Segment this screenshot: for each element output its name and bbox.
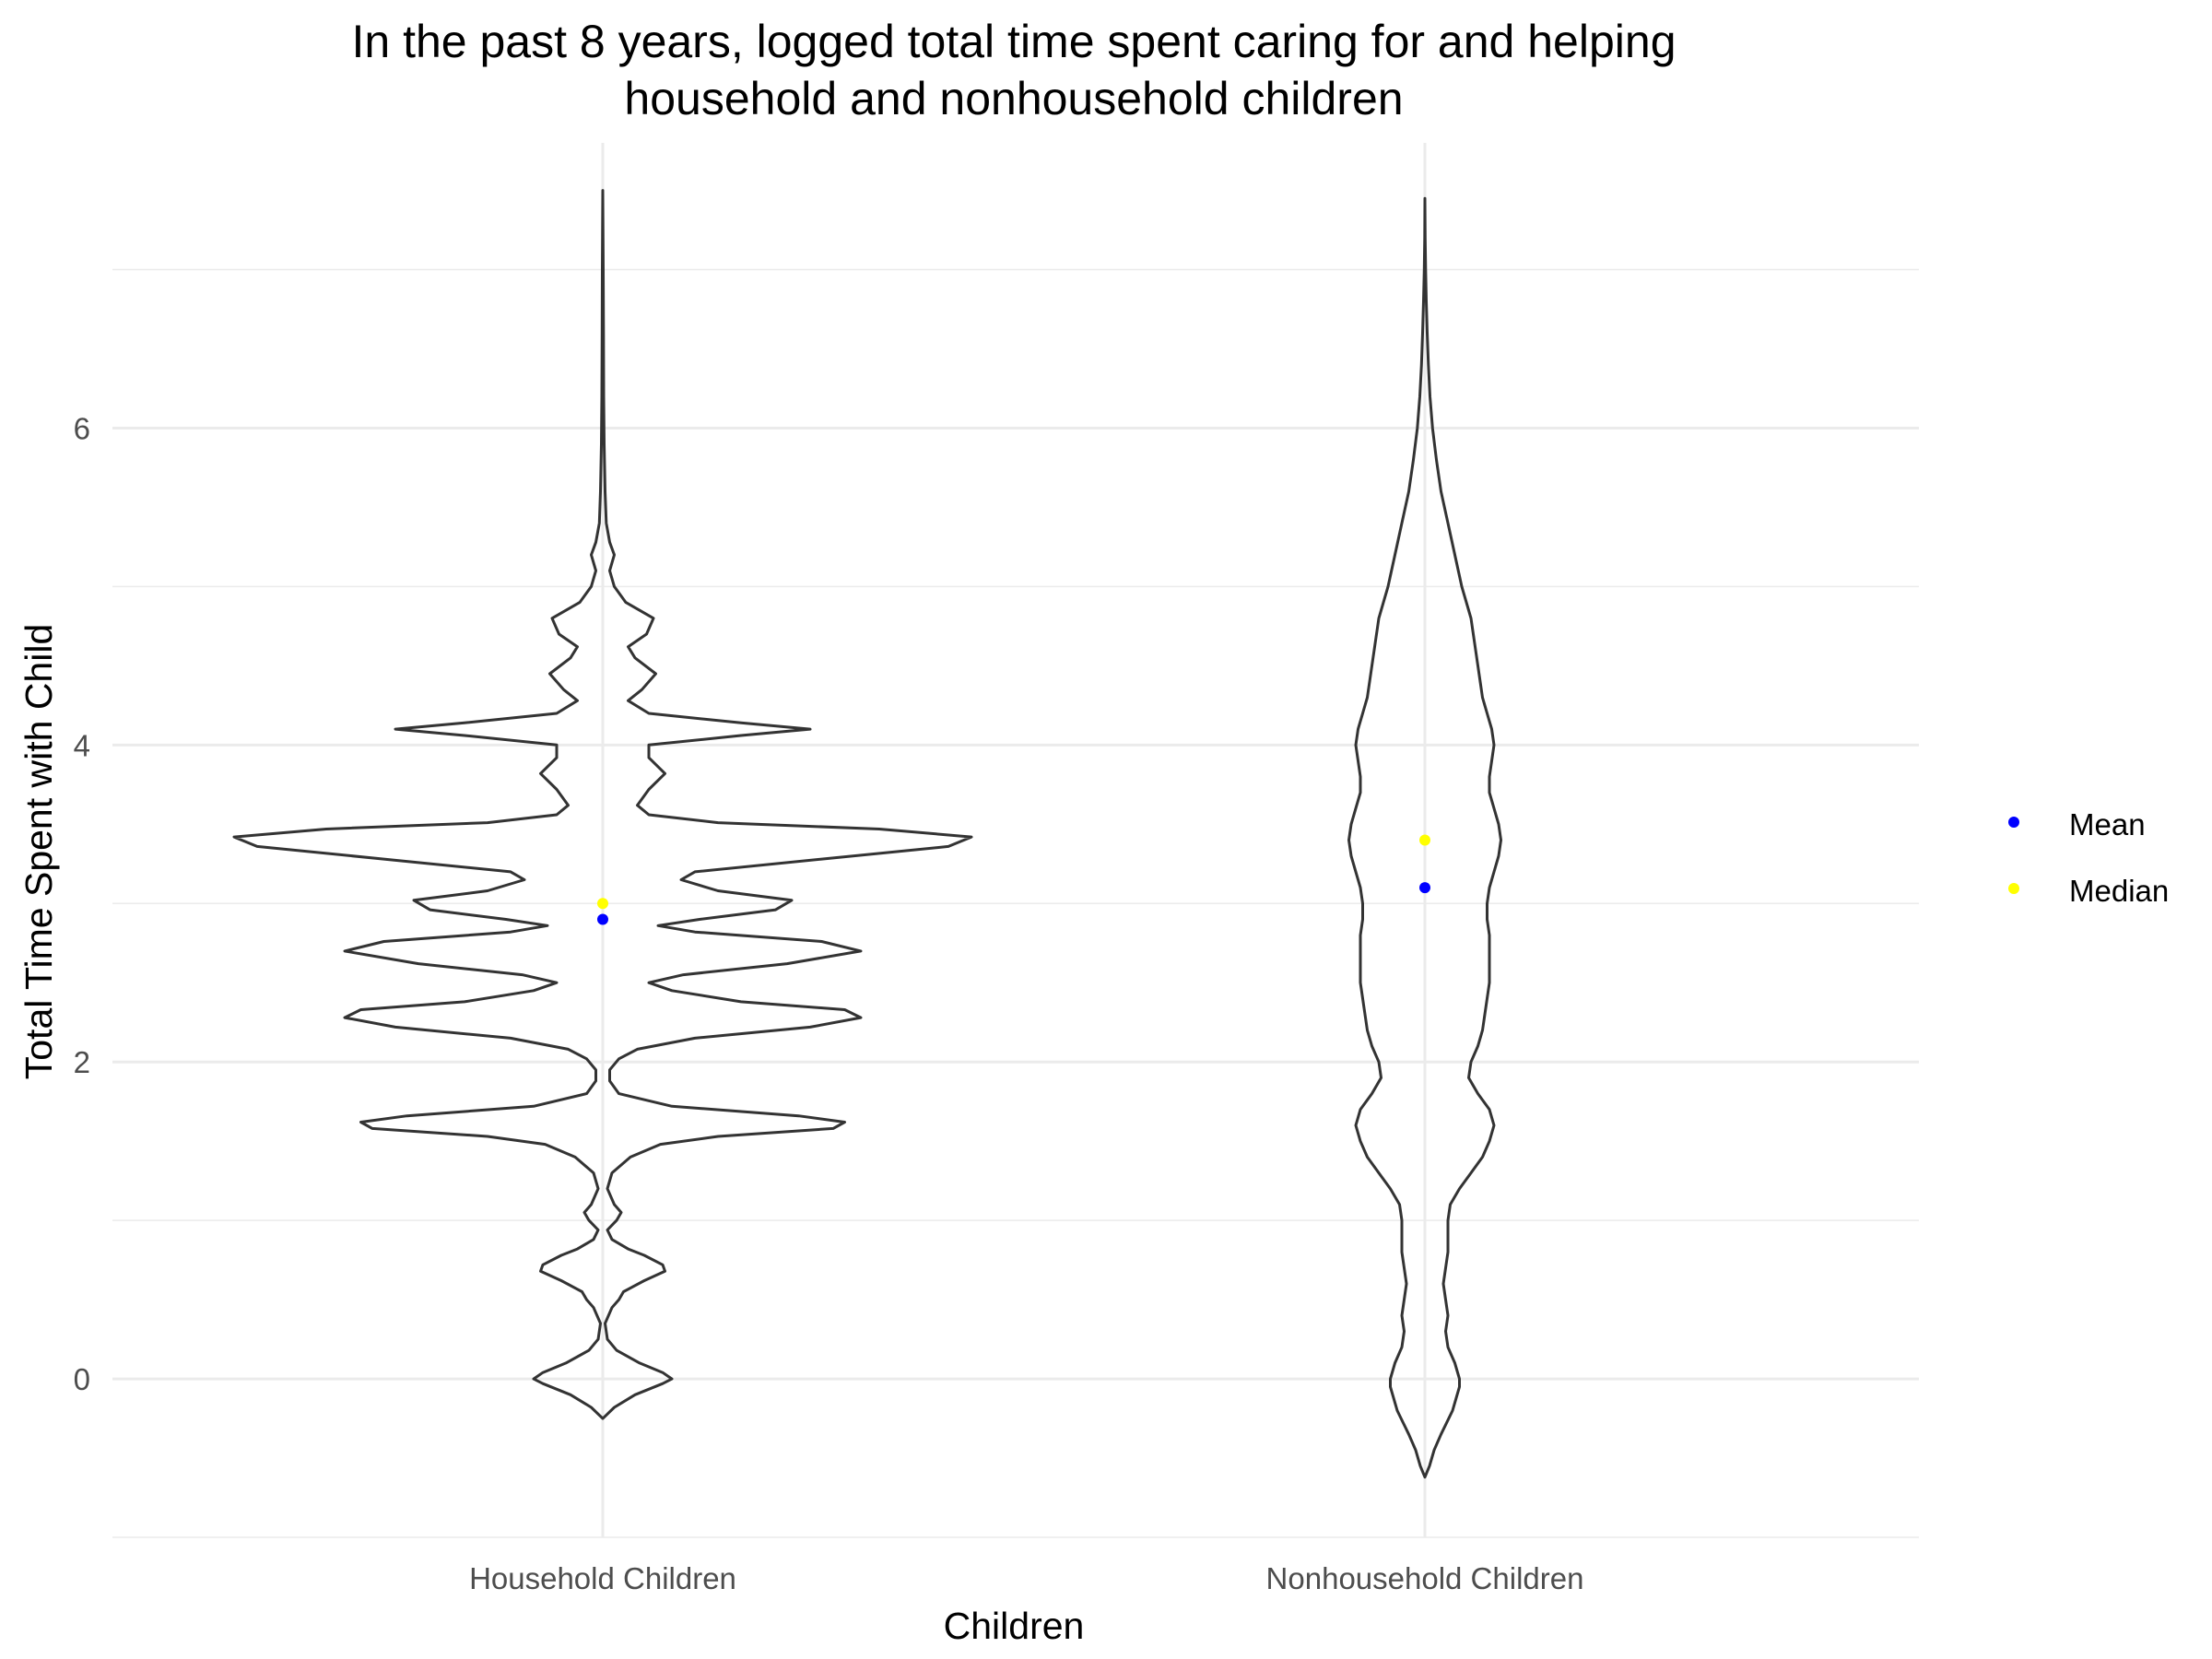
y-axis-title: Total Time Spent with Child xyxy=(18,624,60,1080)
summary-points xyxy=(597,834,1430,925)
chart-title-line-1: In the past 8 years, logged total time s… xyxy=(351,16,1676,67)
legend-mean-label: Mean xyxy=(2069,807,2146,841)
median-point xyxy=(597,898,608,910)
x-axis-title: Children xyxy=(944,1605,1085,1647)
median-point xyxy=(1419,834,1430,846)
mean-point xyxy=(1419,882,1430,894)
x-tick-label: Household Children xyxy=(469,1561,736,1595)
mean-point xyxy=(597,913,608,925)
legend-median-label: Median xyxy=(2069,874,2169,908)
chart-title-line-2: household and nonhousehold children xyxy=(624,73,1403,124)
y-tick-label: 4 xyxy=(74,728,90,762)
legend-mean-key xyxy=(2008,817,2019,828)
y-tick-label: 0 xyxy=(74,1362,90,1396)
legend: Mean Median xyxy=(2008,807,2169,908)
grid xyxy=(112,143,1919,1538)
y-tick-label: 6 xyxy=(74,411,90,445)
y-tick-label: 2 xyxy=(74,1045,90,1079)
violin-household xyxy=(232,189,973,1420)
legend-median-key xyxy=(2008,883,2019,894)
y-axis-ticks: 0 2 4 6 xyxy=(74,411,90,1396)
x-tick-label: Nonhousehold Children xyxy=(1266,1561,1584,1595)
violins xyxy=(232,189,1502,1479)
violin-nonhousehold xyxy=(1347,196,1502,1479)
x-axis-ticks: Household Children Nonhousehold Children xyxy=(469,1561,1583,1595)
